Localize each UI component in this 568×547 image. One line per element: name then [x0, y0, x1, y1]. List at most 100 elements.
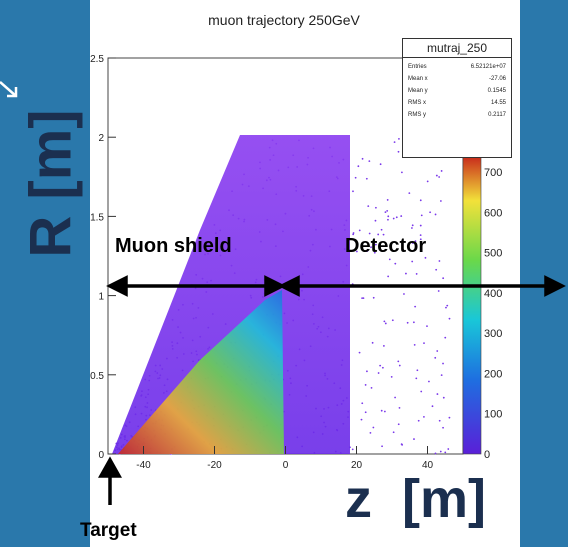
scatter-point — [387, 215, 390, 218]
scatter-point — [364, 384, 367, 386]
scatter-point — [413, 438, 415, 440]
x-tick-label: 0 — [283, 460, 289, 471]
scatter-point — [392, 217, 395, 220]
scatter-point — [368, 160, 371, 163]
scatter-point — [415, 377, 418, 380]
scatter-point — [428, 380, 430, 383]
scatter-point — [442, 396, 445, 399]
scatter-point — [355, 250, 358, 253]
scatter-point — [400, 215, 403, 217]
scatter-point — [374, 206, 377, 209]
scatter-point — [372, 296, 375, 299]
muon-shield-label: Muon shield — [115, 235, 232, 257]
y-tick-label: 1 — [98, 292, 104, 303]
density-core — [118, 290, 284, 454]
scatter-point — [446, 304, 449, 307]
scatter-point — [379, 364, 382, 367]
stats-value: 0.1545 — [487, 88, 506, 94]
scatter-point — [420, 214, 423, 217]
target-label: Target — [80, 520, 137, 541]
scatter-point — [420, 390, 423, 393]
scatter-point — [398, 137, 400, 140]
scatter-point — [381, 366, 384, 369]
scatter-point — [438, 260, 441, 262]
scatter-point — [412, 321, 415, 324]
scatter-point — [366, 370, 368, 373]
scatter-point — [352, 190, 354, 193]
x-tick-label: -20 — [207, 460, 222, 471]
detector-label: Detector — [345, 235, 427, 257]
scatter-point — [393, 141, 396, 144]
scatter-point — [411, 242, 414, 244]
region-arrows — [98, 275, 566, 505]
stats-row: RMS x 14.55 — [403, 94, 511, 106]
y-tick-label: 1.5 — [90, 212, 104, 223]
scatter-point — [416, 369, 419, 372]
palette-tick-label: 400 — [484, 288, 502, 300]
scatter-point — [391, 319, 394, 322]
scatter-point — [423, 342, 425, 345]
slide-arrow — [0, 81, 18, 98]
y-tick-label: 2.5 — [90, 54, 104, 65]
scatter-point — [362, 297, 365, 300]
scatter-point — [398, 364, 401, 367]
scatter-point — [386, 199, 389, 201]
stats-value: 14.55 — [490, 100, 506, 106]
stats-row: Entries 6.52121e+07 — [403, 58, 511, 70]
stats-label: Entries — [408, 64, 427, 70]
palette-tick-label: 300 — [484, 328, 502, 340]
scatter-point — [380, 228, 383, 231]
scatter-point — [360, 418, 363, 421]
palette-tick-label: 0 — [484, 449, 490, 461]
palette-tick-label: 700 — [484, 167, 502, 179]
stats-value: -27.06 — [488, 76, 506, 82]
scatter-point — [438, 419, 441, 422]
scatter-point — [448, 317, 451, 320]
scatter-point — [352, 233, 355, 236]
palette-tick-label: 100 — [484, 409, 502, 421]
stats-box: mutraj_250 Entries 6.52121e+07 Mean x -27.0… — [402, 38, 512, 158]
scatter-point — [442, 426, 444, 429]
scatter-point — [426, 325, 428, 328]
palette-tick-label: 600 — [484, 207, 502, 219]
y-tick-label: 0.5 — [90, 371, 104, 382]
scatter-point — [417, 419, 420, 422]
scatter-point — [390, 375, 393, 378]
scatter-point — [364, 411, 367, 414]
scatter-point — [436, 393, 439, 395]
scatter-point — [374, 219, 377, 222]
scatter-point — [361, 157, 364, 160]
scatter-point — [353, 239, 356, 242]
scatter-point — [437, 290, 440, 292]
x-tick-label: 40 — [422, 460, 434, 471]
scatter-point — [384, 211, 387, 214]
scatter-point — [434, 452, 437, 455]
scatter-point — [387, 218, 389, 221]
scatter-point — [397, 360, 400, 363]
palette-tick-label: 500 — [484, 248, 502, 260]
scatter-point — [371, 341, 374, 344]
scatter-point — [368, 232, 371, 235]
scatter-point — [440, 374, 443, 377]
scatter-point — [392, 431, 395, 434]
scatter-point — [380, 409, 383, 412]
scatter-point — [366, 250, 369, 253]
scatter-point — [400, 443, 403, 446]
scatter-point — [408, 192, 411, 195]
scatter-point — [358, 351, 361, 354]
scatter-point — [434, 356, 437, 359]
scatter-point — [369, 431, 372, 434]
scatter-point — [414, 305, 417, 308]
y-tick-label: 0 — [98, 450, 104, 461]
scatter-point — [372, 426, 375, 429]
scatter-point — [367, 205, 370, 208]
stats-label: RMS x — [408, 100, 426, 106]
x-axis-label: z [m] — [345, 469, 486, 529]
scatter-point — [419, 238, 422, 241]
scatter-point — [373, 251, 376, 254]
stats-value: 6.52121e+07 — [470, 64, 506, 70]
scatter-point — [435, 174, 438, 177]
scatter-point — [397, 150, 400, 153]
scatter-point — [405, 272, 407, 275]
scatter-point — [365, 177, 368, 180]
